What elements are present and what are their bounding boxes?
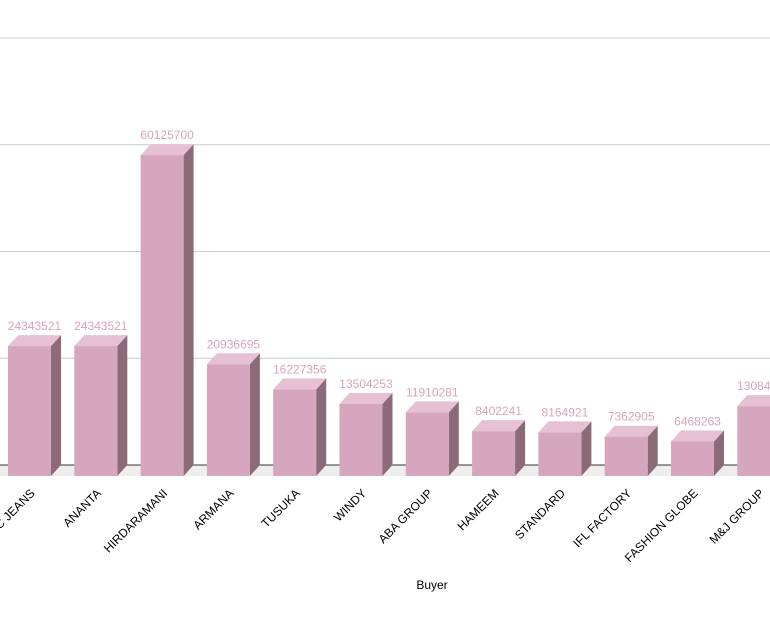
bar-top — [405, 401, 459, 413]
bar-side — [382, 392, 393, 476]
x-tick-label: HAMEEM — [455, 486, 502, 533]
bar-front — [671, 441, 714, 476]
bar — [140, 144, 194, 476]
value-label: 24343521 — [8, 319, 62, 333]
x-tick-label: ANANTA — [60, 486, 104, 530]
value-label: 11910281 — [406, 385, 459, 399]
x-tick-label: ARMANA — [190, 486, 236, 532]
bar-front — [538, 432, 582, 476]
x-tick-label: STANDARD — [512, 486, 568, 542]
x-tick-label: IFL FACTORY — [570, 486, 634, 550]
bar-front — [273, 389, 317, 476]
bar-side — [647, 425, 658, 476]
bar-side — [515, 420, 526, 476]
value-label: 60125700 — [140, 128, 194, 142]
bar-top — [737, 395, 770, 407]
bar-front — [405, 412, 449, 476]
bar-front — [472, 431, 516, 476]
bar-top — [472, 420, 526, 432]
bar-side — [581, 421, 592, 476]
bar — [538, 421, 592, 476]
value-label: 24343521 — [74, 319, 128, 333]
bar — [273, 378, 327, 476]
bar-front — [206, 364, 250, 476]
value-label: 16227356 — [273, 362, 327, 376]
bar-top — [604, 425, 658, 437]
bar — [472, 420, 526, 476]
x-tick-label: M&J GROUP — [707, 486, 767, 546]
bar-side — [448, 401, 459, 476]
bar-front — [8, 346, 51, 476]
bar-front — [737, 406, 770, 476]
bar-top — [206, 353, 260, 365]
bar-top — [538, 421, 592, 433]
bar — [8, 335, 61, 476]
bar-top — [339, 392, 393, 404]
x-tick-label: FASHION GLOBE — [622, 486, 701, 565]
bar-side — [714, 430, 724, 476]
value-label: 8402241 — [475, 404, 522, 418]
x-tick-label: HIRDARAMANI — [101, 486, 170, 555]
bar-top — [671, 430, 724, 442]
bar-front — [74, 346, 118, 476]
bar — [339, 392, 393, 476]
x-tick-label: WINDY — [331, 486, 369, 524]
value-label: 6468263 — [674, 414, 721, 428]
value-label: 13504253 — [339, 377, 393, 391]
bar-side — [316, 378, 327, 476]
bar — [604, 425, 658, 476]
bar-front — [339, 403, 383, 476]
bar-top — [273, 378, 327, 390]
value-label: 20936695 — [207, 337, 261, 351]
bar-front — [140, 155, 184, 476]
bar-side — [51, 335, 61, 476]
x-tick-label: ABA GROUP — [376, 486, 436, 546]
value-label: 7362905 — [608, 410, 655, 424]
bar-top — [8, 335, 61, 347]
bar — [405, 401, 459, 476]
bar-top — [140, 144, 194, 156]
bar-side — [249, 353, 260, 476]
bar-top — [74, 335, 128, 347]
x-tick-label: TUSUKA — [258, 486, 302, 530]
bar-side — [117, 335, 128, 476]
bar-front — [604, 436, 648, 476]
bar-side — [183, 144, 194, 476]
value-label: 8164921 — [542, 405, 589, 419]
value-label: 13084400 — [737, 379, 770, 393]
bar — [206, 353, 260, 476]
bar — [737, 395, 770, 476]
x-tick-label: C JEANS — [0, 486, 38, 532]
bar — [74, 335, 128, 476]
bar — [671, 430, 724, 476]
x-axis-label: Buyer — [416, 578, 447, 592]
